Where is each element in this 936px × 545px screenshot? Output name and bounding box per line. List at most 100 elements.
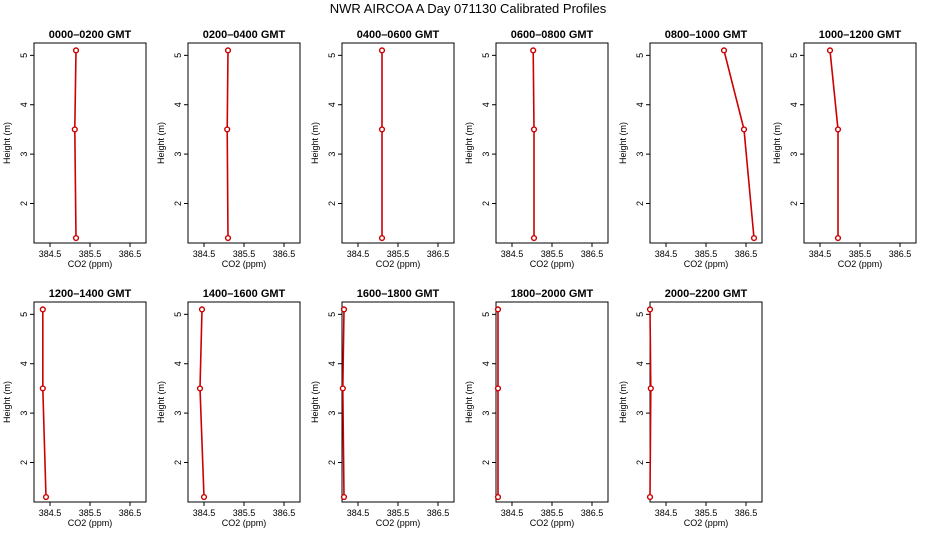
x-tick-label: 385.5: [387, 249, 410, 259]
y-tick-label: 2: [481, 460, 491, 465]
y-tick-label: 5: [327, 312, 337, 317]
panel-title: 1600–1800 GMT: [357, 288, 440, 300]
data-point: [530, 126, 538, 133]
data-point: [378, 47, 386, 54]
y-tick-label: 4: [789, 102, 799, 107]
y-tick-label: 3: [173, 411, 183, 416]
x-tick-label: 386.5: [273, 249, 296, 259]
x-tick-label: 386.5: [735, 508, 758, 518]
y-tick-label: 5: [481, 53, 491, 58]
y-tick-label: 3: [789, 152, 799, 157]
data-point: [224, 126, 231, 133]
y-tick-label: 5: [173, 312, 183, 317]
y-tick-label: 2: [19, 460, 29, 465]
plot-frame: [33, 301, 147, 503]
x-tick-label: 385.5: [79, 249, 102, 259]
profile-line: [199, 309, 205, 498]
profile-line: [532, 50, 535, 239]
data-point: [200, 493, 208, 501]
y-tick-label: 4: [481, 102, 491, 107]
data-point: [530, 47, 537, 54]
y-tick-label: 2: [173, 460, 183, 465]
y-tick-label: 4: [635, 102, 645, 107]
y-tick-label: 2: [635, 460, 645, 465]
data-point: [720, 47, 728, 54]
data-point: [646, 493, 654, 501]
data-point: [378, 126, 386, 133]
panel-title: 0800–1000 GMT: [665, 29, 748, 41]
x-tick-label: 384.5: [655, 249, 678, 259]
panel-4: 0600–0800 GMT 384.5 385.5 386.5 2 3 4 5 CO2 (ppm…: [464, 29, 609, 269]
plot-frame: [187, 301, 301, 503]
x-tick-label: 386.5: [735, 249, 758, 259]
data-point: [196, 385, 204, 392]
y-tick-label: 3: [19, 411, 29, 416]
y-tick-label: 2: [173, 201, 183, 206]
data-point: [72, 234, 80, 242]
data-point: [39, 385, 46, 392]
panel-title: 1200–1400 GMT: [49, 288, 132, 300]
x-tick-label: 385.5: [541, 249, 564, 259]
data-point: [530, 234, 538, 242]
panel-3: 0400–0600 GMT 384.5 385.5 386.5 2 3 4 5 CO2 (ppm…: [310, 29, 455, 269]
x-tick-label: 386.5: [581, 249, 604, 259]
x-tick-label: 385.5: [541, 508, 564, 518]
panel-title: 0400–0600 GMT: [357, 29, 440, 41]
data-point: [198, 306, 206, 313]
y-tick-label: 2: [19, 201, 29, 206]
x-tick-label: 385.5: [79, 508, 102, 518]
profile-line: [829, 50, 839, 239]
data-point: [834, 234, 842, 242]
y-tick-label: 5: [19, 312, 29, 317]
panel-5: 0800–1000 GMT 384.5 385.5 386.5 2 3 4 5 CO2 (ppm…: [618, 29, 763, 269]
y-tick-label: 4: [173, 102, 183, 107]
data-point: [646, 306, 654, 313]
x-axis-label: CO2 (ppm): [222, 259, 267, 269]
y-tick-label: 2: [481, 201, 491, 206]
y-tick-label: 4: [327, 102, 337, 107]
x-tick-label: 384.5: [39, 249, 62, 259]
y-tick-label: 4: [481, 361, 491, 366]
x-tick-label: 386.5: [427, 249, 450, 259]
y-axis-label: Height (m): [464, 381, 474, 423]
panel-11: 2000–2200 GMT 384.5 385.5 386.5 2 3 4 5 CO2 (ppm…: [618, 288, 763, 528]
y-tick-label: 2: [635, 201, 645, 206]
profile-line: [341, 309, 345, 498]
y-axis-label: Height (m): [2, 381, 12, 423]
panel-10: 1800–2000 GMT 384.5 385.5 386.5 2 3 4 5 CO2 (ppm…: [464, 288, 609, 528]
y-tick-label: 3: [19, 152, 29, 157]
y-tick-label: 5: [481, 312, 491, 317]
x-tick-label: 385.5: [233, 249, 256, 259]
profile-line: [73, 50, 77, 239]
y-axis-label: Height (m): [310, 122, 320, 164]
data-point: [72, 47, 80, 54]
panel-6: 1000–1200 GMT 384.5 385.5 386.5 2 3 4 5 CO2 (ppm…: [772, 29, 917, 269]
x-tick-label: 386.5: [119, 249, 142, 259]
x-tick-label: 385.5: [849, 249, 872, 259]
y-axis-label: Height (m): [618, 122, 628, 164]
data-point: [339, 385, 346, 392]
profile-line: [41, 309, 47, 498]
data-point: [39, 306, 46, 313]
profile-line: [226, 50, 229, 239]
y-tick-label: 2: [789, 201, 799, 206]
panel-title: 2000–2200 GMT: [665, 288, 748, 300]
y-tick-label: 3: [481, 152, 491, 157]
x-tick-label: 384.5: [347, 249, 370, 259]
y-tick-label: 5: [19, 53, 29, 58]
data-point: [340, 493, 348, 501]
x-tick-label: 384.5: [193, 508, 216, 518]
x-tick-label: 386.5: [119, 508, 142, 518]
x-tick-label: 384.5: [193, 249, 216, 259]
plot-frame: [341, 42, 455, 244]
panel-title: 0200–0400 GMT: [203, 29, 286, 41]
plot-frame: [187, 42, 301, 244]
y-tick-label: 2: [327, 201, 337, 206]
x-tick-label: 385.5: [695, 508, 718, 518]
y-tick-label: 2: [327, 460, 337, 465]
y-tick-label: 5: [173, 53, 183, 58]
y-tick-label: 4: [173, 361, 183, 366]
y-axis-label: Height (m): [2, 122, 12, 164]
